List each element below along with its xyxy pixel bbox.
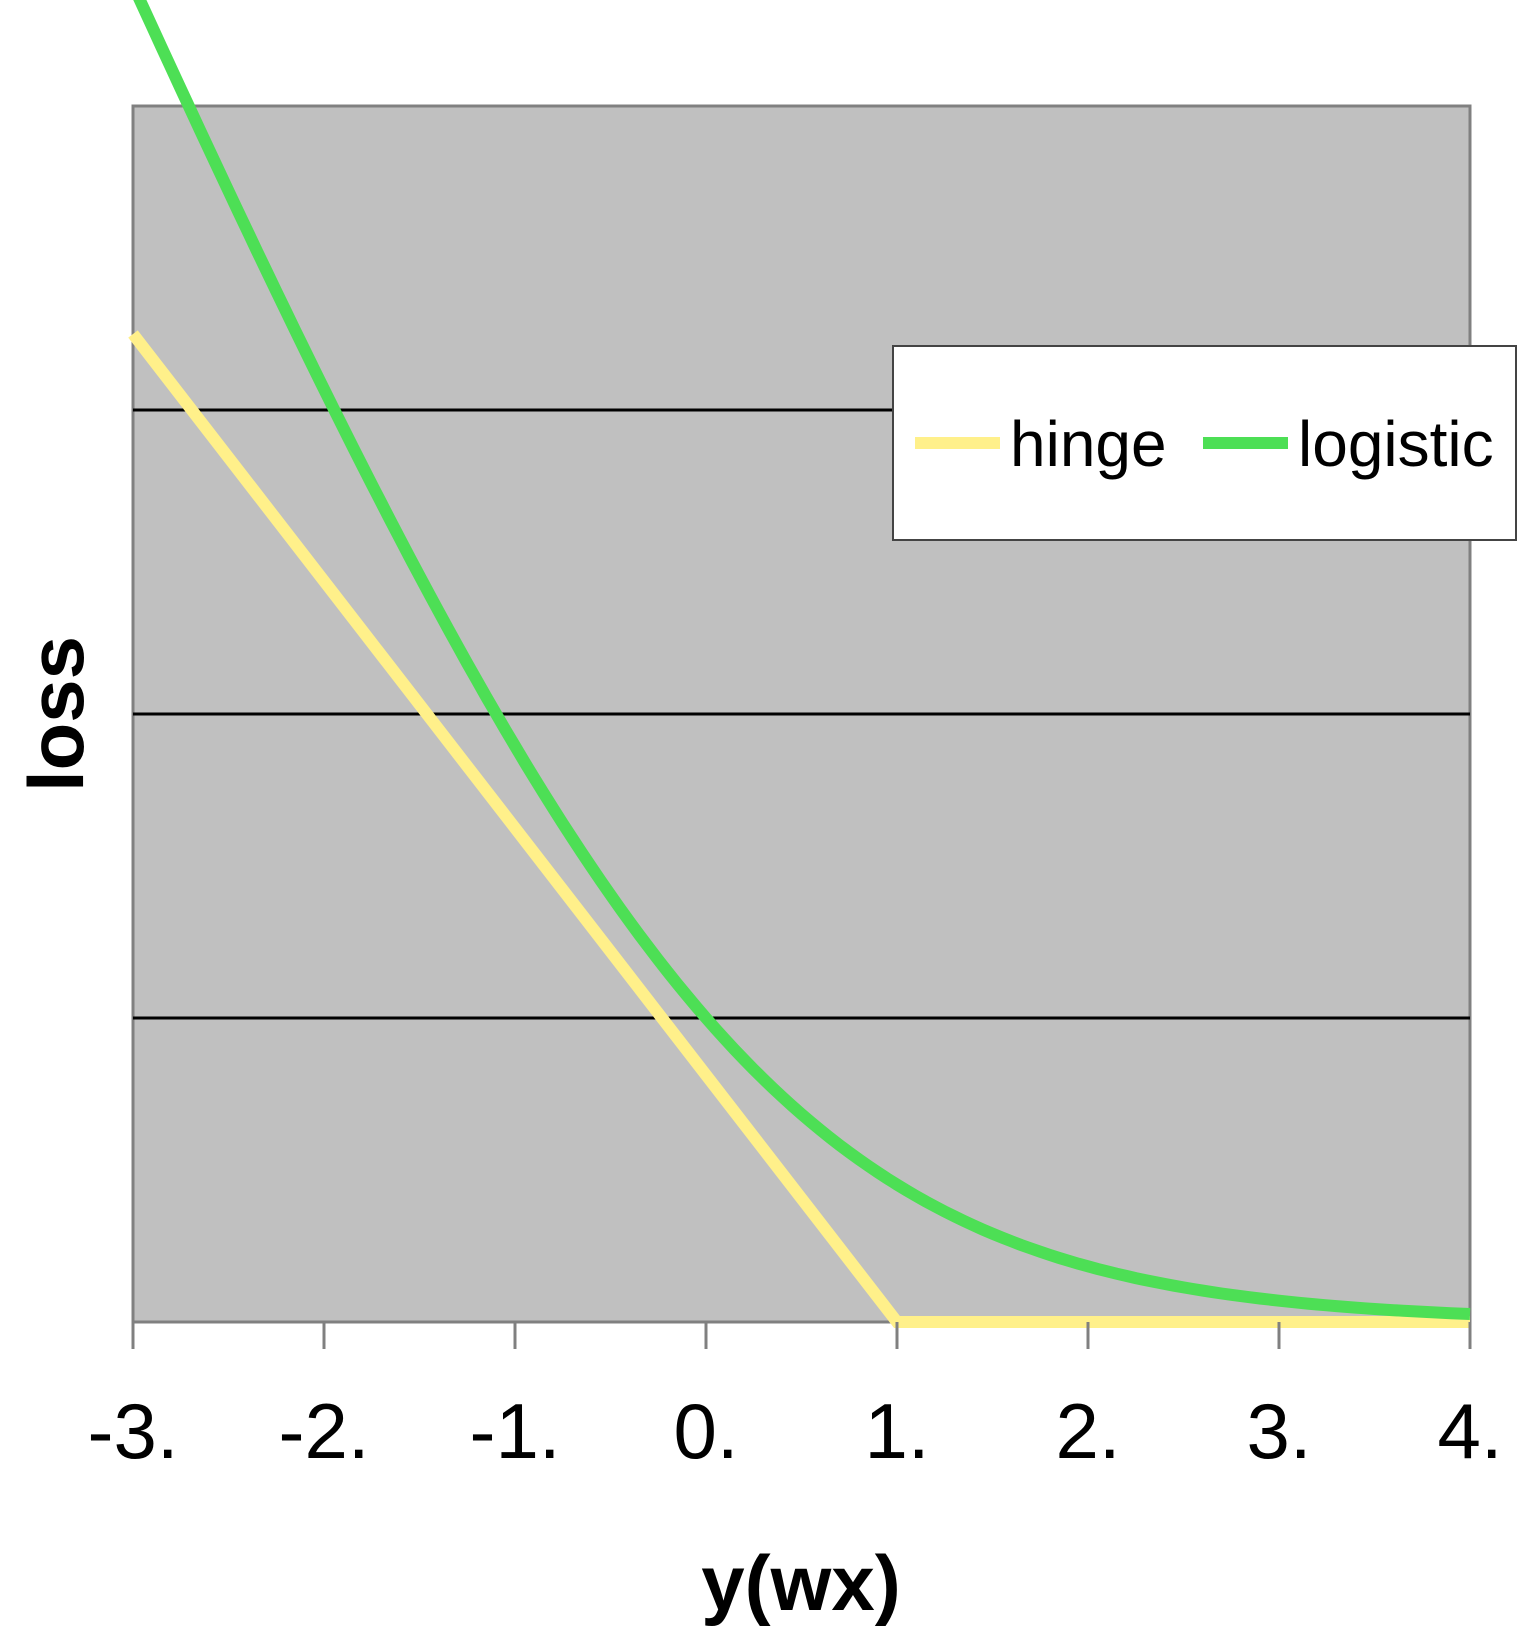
x-tick-label: 4.	[1437, 1387, 1502, 1475]
x-axis-title: y(wx)	[701, 1539, 900, 1627]
x-axis: -3. -2. -1. 0. 1. 2. 3. 4.	[87, 1322, 1503, 1475]
series-line-logistic	[133, 0, 1471, 1320]
x-tick-label: -1.	[469, 1387, 560, 1475]
x-tick-label: 3.	[1246, 1387, 1311, 1475]
x-tick-label: 0.	[673, 1387, 738, 1475]
x-tick-label: -3.	[87, 1387, 178, 1475]
legend: hinge logistic	[892, 345, 1517, 541]
y-axis-title: loss	[12, 636, 100, 792]
x-tick-label: -2.	[278, 1387, 369, 1475]
legend-label-logistic: logistic	[1298, 408, 1494, 480]
x-tick-label: 2.	[1055, 1387, 1120, 1475]
x-tick-label: 1.	[864, 1387, 929, 1475]
legend-label-hinge: hinge	[1010, 408, 1167, 480]
